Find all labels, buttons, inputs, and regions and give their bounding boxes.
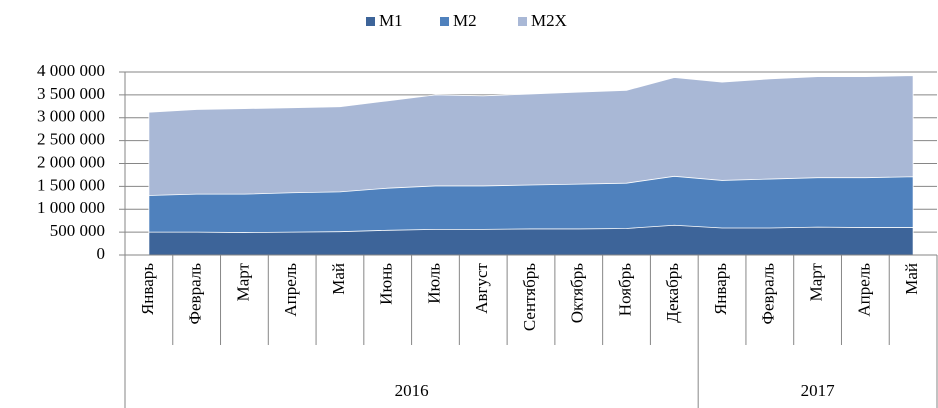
legend-label: M2X [531, 11, 567, 30]
area [148, 224, 914, 256]
y-tick-label: 1 500 000 [37, 175, 105, 194]
y-tick-label: 0 [97, 244, 106, 263]
x-tick-label: Декабрь [663, 263, 682, 323]
y-tick-label: 4 000 000 [37, 61, 105, 80]
y-tick-label: 500 000 [50, 221, 105, 240]
legend-swatch [366, 17, 375, 26]
x-tick-label: Июль [424, 263, 443, 304]
x-tick-label: Апрель [854, 263, 873, 317]
x-tick-label: Июнь [377, 263, 396, 305]
x-tick-label: Апрель [281, 263, 300, 317]
group-label: 2017 [801, 381, 836, 400]
x-tick-label: Август [472, 262, 491, 313]
legend-label: M1 [379, 11, 403, 30]
x-tick-label: Февраль [759, 263, 778, 325]
x-tick-label: Октябрь [568, 263, 587, 323]
x-tick-label: Ноябрь [615, 263, 634, 316]
x-tick-label: Январь [711, 263, 730, 315]
y-tick-label: 2 000 000 [37, 152, 105, 171]
x-tick-label: Февраль [186, 263, 205, 325]
legend-swatch [518, 17, 527, 26]
x-tick-label: Март [233, 262, 252, 301]
y-tick-label: 1 000 000 [37, 198, 105, 217]
group-label: 2016 [395, 381, 429, 400]
x-tick-label: Сентябрь [520, 263, 539, 331]
x-tick-label: Март [806, 262, 825, 301]
x-tick-label: Январь [138, 263, 157, 315]
x-tick-label: Май [902, 263, 921, 295]
legend-swatch [440, 17, 449, 26]
y-tick-label: 3 500 000 [37, 84, 105, 103]
y-tick-label: 2 500 000 [37, 130, 105, 149]
x-tick-label: Май [329, 263, 348, 295]
y-tick-label: 3 000 000 [37, 107, 105, 126]
legend-label: M2 [453, 11, 477, 30]
